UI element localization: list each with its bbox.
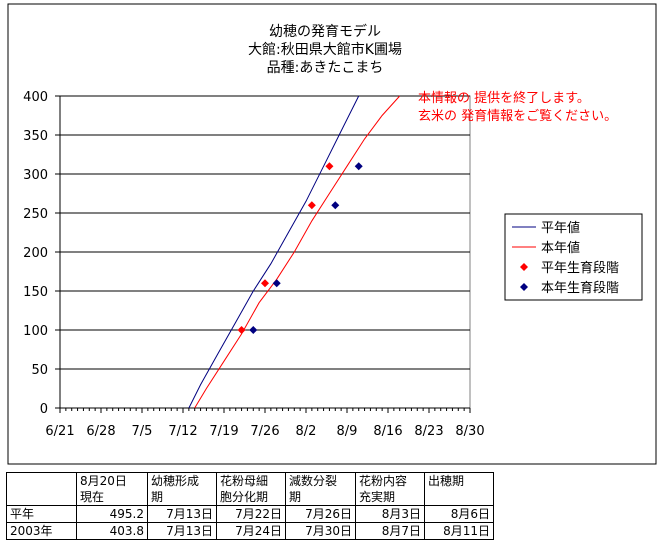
data-point-marker xyxy=(272,279,281,288)
y-tick-label: 200 xyxy=(23,246,48,261)
table-cell: 平年 xyxy=(6,505,77,523)
x-tick-label: 7/26 xyxy=(250,424,279,439)
table-row: 2003年 403.8 7月13日 7月24日 7月30日 8月7日 8月11日 xyxy=(6,522,494,540)
x-tick-label: 7/12 xyxy=(168,424,197,439)
y-tick-label: 250 xyxy=(23,207,48,222)
x-tick-label: 6/21 xyxy=(45,424,74,439)
legend-marker-swatch xyxy=(520,263,528,271)
y-tick-label: 400 xyxy=(23,90,48,105)
table-header-row: 8月20日 現在 幼穂形成 期 花粉母細 胞分化期 減数分裂 期 花粉内容 充実… xyxy=(6,472,494,506)
y-axis: 0 50 100 150 200 250 300 350 400 xyxy=(23,90,61,417)
table-header-cell: 花粉内容 充実期 xyxy=(355,472,425,506)
chart-annotation: 本情報の 提供を終了します。玄米の 発育情報をご覧ください。 xyxy=(418,90,617,124)
y-tick-label: 50 xyxy=(31,363,48,378)
table-cell: 8月11日 xyxy=(424,522,494,540)
data-point-marker xyxy=(331,201,340,210)
table-cell: 7月24日 xyxy=(216,522,286,540)
table-cell: 2003年 xyxy=(6,522,77,540)
table-cell: 403.8 xyxy=(76,522,148,540)
table-cell: 7月13日 xyxy=(147,505,217,523)
legend-box xyxy=(504,213,643,301)
data-point-marker xyxy=(307,201,316,210)
table-cell: 8月7日 xyxy=(355,522,425,540)
data-point-marker xyxy=(237,326,246,334)
x-tick-label: 6/28 xyxy=(86,424,115,439)
series-markers xyxy=(237,162,363,334)
x-tick-label: 8/30 xyxy=(455,424,484,439)
y-tick-label: 150 xyxy=(23,285,48,300)
table-cell: 7月22日 xyxy=(216,505,286,523)
table-cell: 8月3日 xyxy=(355,505,425,523)
annotation-line: 玄米の 発育情報をご覧ください。 xyxy=(418,108,617,124)
x-axis: 6/21 6/28 7/5 7/12 7/19 7/26 8/2 8/9 8/16 8/23 8/3… xyxy=(45,407,485,439)
table-header-cell: 花粉母細 胞分化期 xyxy=(216,472,286,506)
data-point-marker xyxy=(354,162,363,171)
y-tick-label: 100 xyxy=(23,324,48,339)
stage-table: 8月20日 現在 幼穂形成 期 花粉母細 胞分化期 減数分裂 期 花粉内容 充実… xyxy=(6,472,494,540)
chart-title-line: 幼穂の発育モデル xyxy=(269,23,381,40)
table-cell: 7月26日 xyxy=(285,505,356,523)
data-point-marker xyxy=(261,279,269,288)
legend-label: 平年値 xyxy=(541,220,580,236)
x-tick-label: 8/23 xyxy=(414,424,443,439)
legend-label: 本年値 xyxy=(541,240,580,256)
x-tick-label: 7/5 xyxy=(132,424,153,439)
x-tick-label: 7/19 xyxy=(209,424,238,439)
x-tick-label: 8/2 xyxy=(296,424,317,439)
table-cell: 7月13日 xyxy=(147,522,217,540)
x-tick-label: 8/9 xyxy=(337,424,358,439)
x-tick-label: 8/16 xyxy=(373,424,402,439)
data-point-marker xyxy=(249,326,258,334)
legend-marker-swatch xyxy=(520,283,528,291)
series-line xyxy=(194,95,401,409)
data-point-marker xyxy=(325,162,334,171)
table-header-cell: 幼穂形成 期 xyxy=(147,472,217,506)
y-tick-label: 350 xyxy=(23,129,48,144)
legend-label: 平年生育段階 xyxy=(541,260,619,276)
table-header-cell: 出穂期 xyxy=(424,472,494,506)
grid-lines xyxy=(60,95,470,370)
table-header-cell: 8月20日 現在 xyxy=(76,472,148,506)
table-header-cell: 減数分裂 期 xyxy=(285,472,356,506)
chart-title-line: 品種:あきたこまち xyxy=(267,60,384,76)
chart-title-line: 大館:秋田県大館市K圃場 xyxy=(248,41,402,58)
table-cell: 7月30日 xyxy=(285,522,356,540)
legend-label: 本年生育段階 xyxy=(541,280,619,296)
series-lines xyxy=(188,95,401,409)
table-cell: 8月6日 xyxy=(424,505,494,523)
table-row: 平年 495.2 7月13日 7月22日 7月26日 8月3日 8月6日 xyxy=(6,505,494,523)
table-cell: 495.2 xyxy=(76,505,148,523)
y-tick-label: 0 xyxy=(40,402,48,417)
series-line xyxy=(188,95,360,409)
annotation-line: 本情報の 提供を終了します。 xyxy=(418,90,590,106)
table-header-cell xyxy=(6,472,77,506)
y-tick-label: 300 xyxy=(23,168,48,183)
